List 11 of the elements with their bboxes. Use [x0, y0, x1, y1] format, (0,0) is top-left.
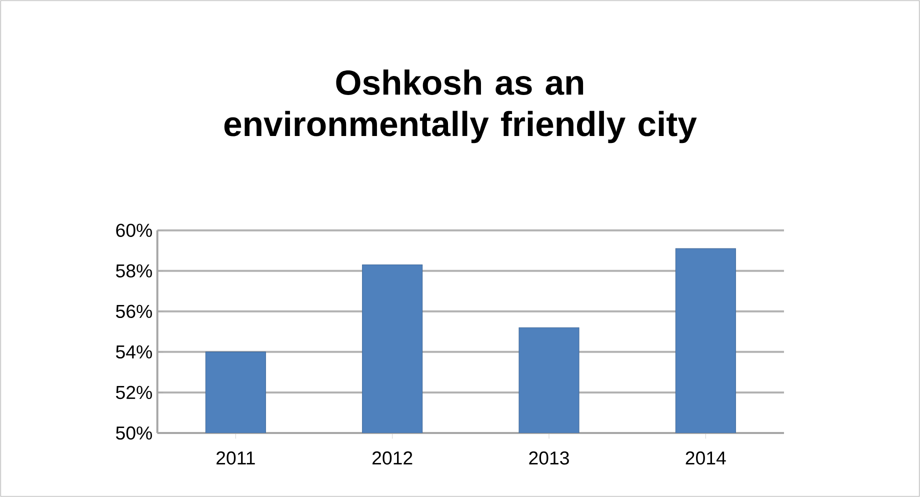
y-tick-label: 58% [116, 264, 152, 278]
chart-title: Oshkosh as an environmentally friendly city [224, 70, 697, 144]
y-tick-label: 50% [116, 426, 152, 440]
y-tick-label: 54% [116, 345, 152, 359]
x-tick-label: 2012 [372, 451, 412, 465]
y-tick-label: 56% [116, 304, 152, 318]
y-tick-label: 60% [116, 224, 152, 237]
y-tick-label: 52% [116, 386, 152, 400]
x-tick-label: 2013 [529, 451, 569, 465]
x-tick-label: 2011 [216, 451, 255, 465]
x-tick-label: 2014 [686, 451, 726, 465]
